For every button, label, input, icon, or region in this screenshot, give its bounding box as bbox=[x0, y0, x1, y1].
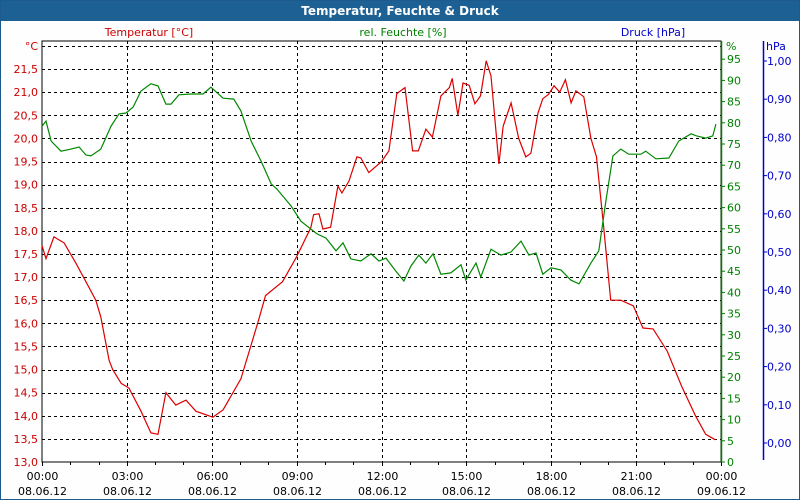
humidity-tick-label: 65 bbox=[727, 180, 741, 193]
humidity-tick-label: 25 bbox=[727, 350, 741, 363]
humidity-tick-label: 0 bbox=[727, 456, 734, 469]
humidity-series-line bbox=[41, 83, 717, 285]
temperature-tick-label: 19,5 bbox=[14, 156, 39, 169]
x-tick-time: 00:00 bbox=[27, 470, 59, 483]
window-title: Temperatur, Feuchte & Druck bbox=[1, 1, 799, 21]
temperature-tick-label: 13,5 bbox=[14, 433, 39, 446]
humidity-tick-label: 95 bbox=[727, 53, 741, 66]
x-tick-time: 12:00 bbox=[367, 470, 399, 483]
x-tick-time: 03:00 bbox=[112, 470, 144, 483]
pressure-tick-label: 0,60 bbox=[767, 208, 792, 221]
humidity-tick-label: 80 bbox=[727, 117, 741, 130]
pressure-tick-label: 0,70 bbox=[767, 170, 792, 183]
temperature-series-line bbox=[41, 60, 716, 441]
humidity-tick-label: 35 bbox=[727, 308, 741, 321]
humidity-tick-label: 30 bbox=[727, 329, 741, 342]
temperature-tick-label: 21,0 bbox=[14, 86, 39, 99]
pressure-tick-label: 0,40 bbox=[767, 284, 792, 297]
temperature-tick-label: 17,5 bbox=[14, 248, 39, 261]
x-tick-date: 08.06.12 bbox=[612, 485, 661, 498]
pressure-tick-label: 0,30 bbox=[767, 322, 792, 335]
pressure-tick-label: 0,20 bbox=[767, 361, 792, 374]
pressure-tick-label: 0,90 bbox=[767, 93, 792, 106]
pressure-unit-label: hPa bbox=[766, 40, 786, 53]
temperature-tick-label: 16,0 bbox=[14, 317, 39, 330]
humidity-tick-label: 55 bbox=[727, 223, 741, 236]
humidity-tick-label: 70 bbox=[727, 159, 741, 172]
humidity-tick-label: 45 bbox=[727, 265, 741, 278]
x-tick-date: 08.06.12 bbox=[103, 485, 152, 498]
temperature-tick-label: 14,0 bbox=[14, 410, 39, 423]
temperature-axis-title: Temperatur [°C] bbox=[104, 26, 193, 39]
x-tick-time: 06:00 bbox=[197, 470, 229, 483]
temperature-tick-label: 18,5 bbox=[14, 202, 39, 215]
x-tick-date: 08.06.12 bbox=[188, 485, 237, 498]
humidity-tick-label: 50 bbox=[727, 244, 741, 257]
temperature-tick-label: 20,0 bbox=[14, 132, 39, 145]
temperature-tick-label: 14,5 bbox=[14, 387, 39, 400]
humidity-tick-label: 85 bbox=[727, 96, 741, 109]
temperature-tick-label: 19,0 bbox=[14, 179, 39, 192]
pressure-tick-label: 0,80 bbox=[767, 131, 792, 144]
humidity-tick-label: 15 bbox=[727, 392, 741, 405]
humidity-tick-label: 5 bbox=[727, 435, 734, 448]
humidity-tick-label: 90 bbox=[727, 74, 741, 87]
x-tick-date: 08.06.12 bbox=[273, 485, 322, 498]
humidity-tick-label: 10 bbox=[727, 414, 741, 427]
humidity-axis-title: rel. Feuchte [%] bbox=[359, 26, 446, 39]
chart: Temperatur [°C] rel. Feuchte [%] Druck [… bbox=[14, 26, 792, 498]
pressure-tick-label: 0,50 bbox=[767, 246, 792, 259]
x-tick-date: 08.06.12 bbox=[442, 485, 491, 498]
temperature-tick-label: 21,5 bbox=[14, 63, 39, 76]
humidity-unit-label: % bbox=[726, 40, 736, 53]
pressure-tick-label: 0,00 bbox=[767, 437, 792, 450]
x-tick-time: 09:00 bbox=[282, 470, 314, 483]
x-tick-date: 08.06.12 bbox=[358, 485, 407, 498]
temperature-tick-label: 15,0 bbox=[14, 364, 39, 377]
x-tick-time: 15:00 bbox=[451, 470, 483, 483]
humidity-tick-label: 60 bbox=[727, 202, 741, 215]
plot-area bbox=[41, 40, 722, 463]
temperature-unit-label: °C bbox=[25, 40, 39, 53]
x-tick-date: 09.06.12 bbox=[697, 485, 746, 498]
pressure-axis-title: Druck [hPa] bbox=[621, 26, 685, 39]
humidity-tick-label: 20 bbox=[727, 371, 741, 384]
temperature-tick-label: 17,0 bbox=[14, 271, 39, 284]
x-tick-date: 08.06.12 bbox=[527, 485, 576, 498]
x-tick-time: 21:00 bbox=[621, 470, 653, 483]
temperature-tick-label: 16,5 bbox=[14, 294, 39, 307]
x-tick-time: 00:00 bbox=[706, 470, 738, 483]
temperature-tick-label: 15,5 bbox=[14, 340, 39, 353]
x-tick-time: 18:00 bbox=[536, 470, 568, 483]
humidity-tick-label: 75 bbox=[727, 138, 741, 151]
x-tick-date: 08.06.12 bbox=[18, 485, 67, 498]
temperature-tick-label: 18,0 bbox=[14, 225, 39, 238]
temperature-tick-label: 13,0 bbox=[14, 456, 39, 469]
humidity-tick-label: 40 bbox=[727, 286, 741, 299]
pressure-tick-label: 0,10 bbox=[767, 399, 792, 412]
pressure-tick-label: 1,00 bbox=[767, 55, 792, 68]
temperature-tick-label: 20,5 bbox=[14, 109, 39, 122]
